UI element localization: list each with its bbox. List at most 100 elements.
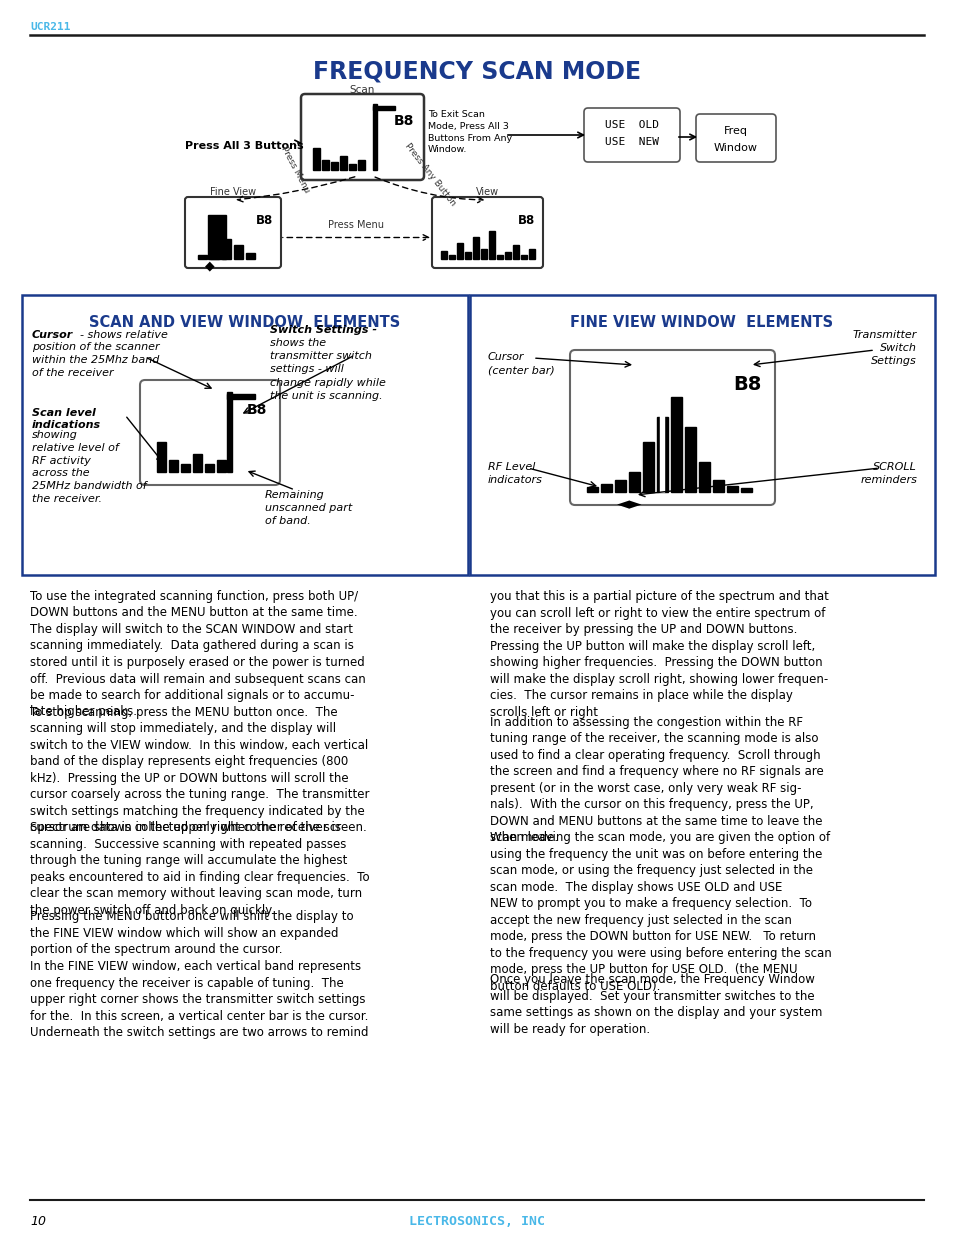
Text: RF Level
indicators: RF Level indicators [488, 462, 542, 485]
Bar [497, 254, 502, 259]
Bar [657, 417, 667, 492]
Bar [699, 462, 709, 492]
Bar [322, 161, 329, 170]
FancyBboxPatch shape [301, 94, 423, 180]
Text: View: View [476, 186, 498, 198]
Text: Cursor: Cursor [32, 330, 73, 340]
Text: SCROLL
reminders: SCROLL reminders [860, 462, 916, 485]
Text: Scan: Scan [350, 85, 375, 95]
Text: Freq
Window: Freq Window [713, 126, 758, 153]
Text: B8: B8 [394, 114, 414, 128]
Bar [628, 472, 639, 492]
Text: USE  OLD
USE  NEW: USE OLD USE NEW [604, 120, 659, 147]
Bar [349, 164, 355, 170]
Bar [670, 396, 681, 492]
Text: 10: 10 [30, 1215, 46, 1228]
Bar [464, 252, 471, 259]
Text: Press Any Button: Press Any Button [402, 142, 456, 209]
Bar [198, 254, 207, 259]
Bar [227, 394, 254, 399]
Text: Remaining
unscanned part
of band.: Remaining unscanned part of band. [265, 490, 352, 526]
Bar [181, 464, 190, 472]
Text: FINE VIEW WINDOW  ELEMENTS: FINE VIEW WINDOW ELEMENTS [569, 315, 832, 330]
Bar [513, 245, 518, 259]
Bar [529, 249, 535, 259]
Bar [373, 104, 376, 170]
Bar [227, 391, 232, 472]
Bar [193, 454, 202, 472]
Text: Once you leave the scan mode, the Frequency Window
will be displayed.  Set your : Once you leave the scan mode, the Freque… [490, 973, 821, 1036]
Bar [740, 488, 751, 492]
Text: Scan level
indications: Scan level indications [32, 408, 101, 431]
Bar [246, 253, 254, 259]
Bar [210, 251, 219, 259]
Text: Spectrum data is collected only when the receiver is
scanning.  Successive scann: Spectrum data is collected only when the… [30, 821, 369, 916]
Text: you that this is a partial picture of the spectrum and that
you can scroll left : you that this is a partial picture of th… [490, 590, 828, 636]
Bar [339, 156, 347, 170]
Text: Cursor
(center bar): Cursor (center bar) [488, 352, 554, 375]
Text: SCAN AND VIEW WINDOW  ELEMENTS: SCAN AND VIEW WINDOW ELEMENTS [90, 315, 400, 330]
Text: Press Menu: Press Menu [278, 146, 311, 195]
Text: ◄►: ◄► [617, 495, 642, 513]
Bar [642, 442, 654, 492]
Text: LECTROSONICS, INC: LECTROSONICS, INC [409, 1215, 544, 1228]
Bar [157, 442, 166, 472]
Bar [456, 243, 462, 259]
FancyBboxPatch shape [140, 380, 280, 485]
Bar [449, 254, 455, 259]
Text: B8: B8 [517, 214, 535, 227]
Bar [659, 362, 663, 492]
Text: Switch Settings -: Switch Settings - [270, 325, 376, 335]
Bar [233, 245, 243, 259]
Bar [480, 249, 486, 259]
Bar [331, 162, 337, 170]
Text: ◆: ◆ [205, 259, 214, 272]
Text: B8: B8 [255, 214, 273, 227]
Text: Pressing the MENU button once will shift the display to
the FINE VIEW window whi: Pressing the MENU button once will shift… [30, 910, 354, 956]
Bar [169, 459, 178, 472]
Text: In addition to assessing the congestion within the RF
tuning range of the receiv: In addition to assessing the congestion … [490, 715, 822, 844]
Bar [504, 252, 511, 259]
Bar [520, 254, 526, 259]
Text: To stop scanning, press the MENU button once.  The
scanning will stop immediatel: To stop scanning, press the MENU button … [30, 705, 369, 834]
Text: Press Menu: Press Menu [328, 220, 384, 230]
Bar [440, 251, 447, 259]
FancyBboxPatch shape [569, 350, 774, 505]
Bar [205, 464, 213, 472]
Text: B8: B8 [247, 403, 267, 417]
Text: position of the scanner
within the 25Mhz band
of the receiver: position of the scanner within the 25Mhz… [32, 342, 159, 378]
Bar [473, 237, 478, 259]
Bar [726, 487, 738, 492]
Text: B8: B8 [733, 375, 761, 394]
Text: When leaving the scan mode, you are given the option of
using the frequency the : When leaving the scan mode, you are give… [490, 831, 831, 993]
Bar [313, 148, 319, 170]
Text: Pressing the UP button will make the display scroll left,
showing higher frequen: Pressing the UP button will make the dis… [490, 640, 827, 719]
FancyBboxPatch shape [470, 295, 934, 576]
Text: Transmitter
Switch
Settings: Transmitter Switch Settings [852, 330, 916, 367]
FancyBboxPatch shape [432, 198, 542, 268]
Bar [615, 480, 625, 492]
Text: To Exit Scan
Mode, Press All 3
Buttons From Any
Window.: To Exit Scan Mode, Press All 3 Buttons F… [428, 110, 512, 154]
Bar [489, 231, 495, 259]
FancyBboxPatch shape [696, 114, 775, 162]
Text: UCR211: UCR211 [30, 22, 71, 32]
Bar [712, 480, 723, 492]
Text: shows the
transmitter switch
settings - will
change rapidly while
the unit is sc: shows the transmitter switch settings - … [270, 338, 385, 401]
Text: - shows relative: - shows relative [80, 330, 168, 340]
Text: Press All 3 Buttons: Press All 3 Buttons [185, 141, 303, 151]
Bar [373, 106, 395, 110]
Text: In the FINE VIEW window, each vertical band represents
one frequency the receive: In the FINE VIEW window, each vertical b… [30, 960, 368, 1039]
FancyBboxPatch shape [185, 198, 281, 268]
Bar [684, 427, 696, 492]
Text: FREQUENCY SCAN MODE: FREQUENCY SCAN MODE [313, 61, 640, 84]
Bar [586, 487, 598, 492]
FancyBboxPatch shape [583, 107, 679, 162]
Bar [208, 215, 226, 259]
Text: Fine View: Fine View [210, 186, 255, 198]
Bar [600, 484, 612, 492]
Text: showing
relative level of
RF activity
across the
25MHz bandwidth of
the receiver: showing relative level of RF activity ac… [32, 430, 147, 504]
Bar [216, 459, 226, 472]
Bar [222, 240, 231, 259]
Text: To use the integrated scanning function, press both UP/
DOWN buttons and the MEN: To use the integrated scanning function,… [30, 590, 365, 719]
FancyBboxPatch shape [22, 295, 468, 576]
